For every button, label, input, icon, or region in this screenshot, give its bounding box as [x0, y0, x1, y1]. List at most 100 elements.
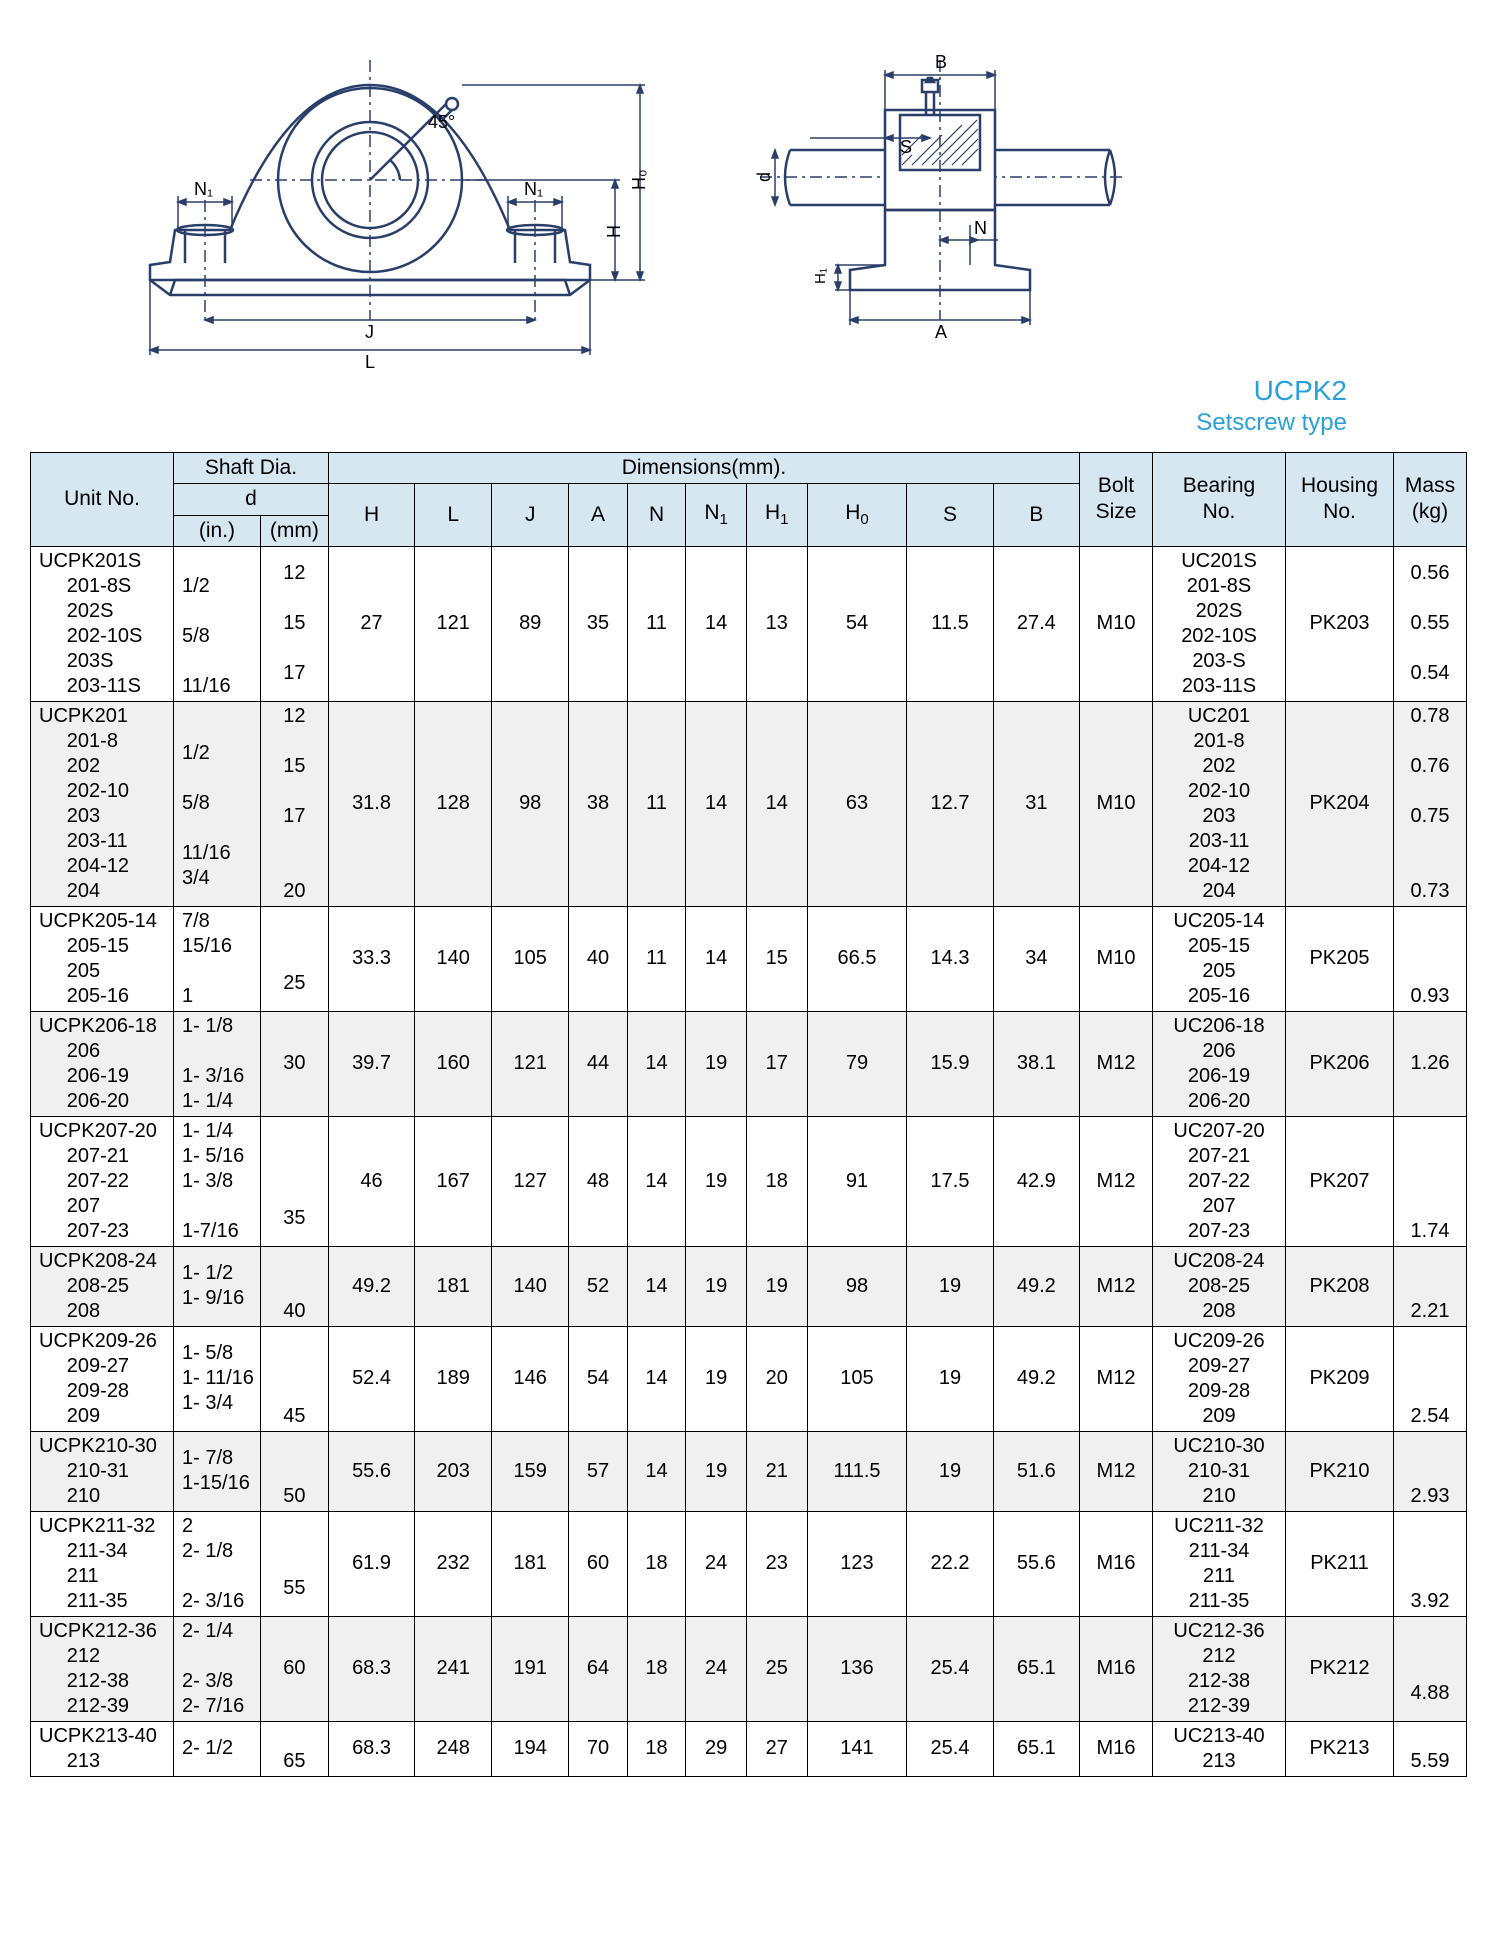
cell: 45 — [260, 1326, 328, 1431]
cell: 68.3 — [328, 1721, 414, 1776]
table-row: UCPK206-18 206 206-19 206-201- 1/8 1- 3/… — [31, 1011, 1467, 1116]
product-type: Setscrew type — [30, 409, 1347, 437]
cell: UCPK208-24 208-25 208 — [31, 1246, 174, 1326]
cell: 14 — [686, 906, 747, 1011]
cell: 14 — [686, 701, 747, 906]
cell: 12.7 — [907, 701, 993, 906]
dim-B: B — [935, 52, 947, 72]
cell: 12 15 17 — [260, 546, 328, 701]
cell: 0.93 — [1394, 906, 1467, 1011]
cell: M16 — [1080, 1721, 1153, 1776]
cell: UCPK209-26 209-27 209-28 209 — [31, 1326, 174, 1431]
cell: 14 — [627, 1116, 686, 1246]
diagram-row: N₁ N₁ 45° H H₀ J L — [30, 30, 1467, 375]
cell: 18 — [627, 1616, 686, 1721]
cell: 14 — [627, 1246, 686, 1326]
cell: 1.26 — [1394, 1011, 1467, 1116]
cell: 65 — [260, 1721, 328, 1776]
cell: PK203 — [1286, 546, 1394, 701]
cell: 19 — [686, 1011, 747, 1116]
hdr-B: B — [993, 484, 1079, 547]
cell: 14 — [627, 1431, 686, 1511]
cell: 52.4 — [328, 1326, 414, 1431]
cell: 1.74 — [1394, 1116, 1467, 1246]
cell: 1- 5/8 1- 11/16 1- 3/4 — [174, 1326, 261, 1431]
front-view-diagram: N₁ N₁ 45° H H₀ J L — [90, 30, 650, 375]
cell: 39.7 — [328, 1011, 414, 1116]
cell: 111.5 — [807, 1431, 907, 1511]
cell: 25.4 — [907, 1721, 993, 1776]
cell: 25.4 — [907, 1616, 993, 1721]
cell: 65.1 — [993, 1721, 1079, 1776]
cell: UC201S 201-8S 202S 202-10S 203-S 203-11S — [1153, 546, 1286, 701]
cell: 33.3 — [328, 906, 414, 1011]
cell: 11 — [627, 701, 686, 906]
cell: 14 — [627, 1011, 686, 1116]
cell: 3.92 — [1394, 1511, 1467, 1616]
dim-H0: H₀ — [629, 170, 649, 190]
spec-table: Unit No. Shaft Dia. Dimensions(mm). Bolt… — [30, 452, 1467, 1777]
hdr-L: L — [415, 484, 492, 547]
cell: 0.78 0.76 0.75 0.73 — [1394, 701, 1467, 906]
cell: 5.59 — [1394, 1721, 1467, 1776]
cell: 14 — [627, 1326, 686, 1431]
cell: M12 — [1080, 1246, 1153, 1326]
cell: 66.5 — [807, 906, 907, 1011]
cell: 55.6 — [328, 1431, 414, 1511]
cell: 167 — [415, 1116, 492, 1246]
cell: UCPK211-32 211-34 211 211-35 — [31, 1511, 174, 1616]
cell: 14 — [746, 701, 807, 906]
cell: 181 — [415, 1246, 492, 1326]
cell: M16 — [1080, 1616, 1153, 1721]
cell: PK210 — [1286, 1431, 1394, 1511]
cell: 49.2 — [993, 1246, 1079, 1326]
cell: 18 — [627, 1511, 686, 1616]
cell: 42.9 — [993, 1116, 1079, 1246]
cell: M12 — [1080, 1431, 1153, 1511]
cell: 140 — [415, 906, 492, 1011]
cell: 2.93 — [1394, 1431, 1467, 1511]
cell: M10 — [1080, 701, 1153, 906]
cell: 23 — [746, 1511, 807, 1616]
cell: UCPK201 201-8 202 202-10 203 203-11 204-… — [31, 701, 174, 906]
cell: 19 — [686, 1431, 747, 1511]
cell: UCPK213-40 213 — [31, 1721, 174, 1776]
cell: M12 — [1080, 1326, 1153, 1431]
cell: UCPK212-36 212 212-38 212-39 — [31, 1616, 174, 1721]
cell: UC212-36 212 212-38 212-39 — [1153, 1616, 1286, 1721]
table-row: UCPK205-14 205-15 205 205-167/8 15/16 1 … — [31, 906, 1467, 1011]
cell: 241 — [415, 1616, 492, 1721]
cell: PK205 — [1286, 906, 1394, 1011]
hdr-J: J — [492, 484, 569, 547]
cell: PK204 — [1286, 701, 1394, 906]
cell: 191 — [492, 1616, 569, 1721]
dim-N: N — [974, 218, 987, 238]
table-row: UCPK210-30 210-31 2101- 7/8 1-15/16 5055… — [31, 1431, 1467, 1511]
table-row: UCPK209-26 209-27 209-28 2091- 5/8 1- 11… — [31, 1326, 1467, 1431]
cell: 2 2- 1/8 2- 3/16 — [174, 1511, 261, 1616]
cell: 1- 1/8 1- 3/16 1- 1/4 — [174, 1011, 261, 1116]
hdr-shaft-dia: Shaft Dia. — [174, 453, 329, 484]
cell: 159 — [492, 1431, 569, 1511]
cell: 60 — [569, 1511, 628, 1616]
hdr-N1: N1 — [686, 484, 747, 547]
hdr-A: A — [569, 484, 628, 547]
cell: 49.2 — [993, 1326, 1079, 1431]
cell: 19 — [907, 1431, 993, 1511]
cell: 1- 1/4 1- 5/16 1- 3/8 1-7/16 — [174, 1116, 261, 1246]
cell: 61.9 — [328, 1511, 414, 1616]
cell: 40 — [260, 1246, 328, 1326]
cell: PK211 — [1286, 1511, 1394, 1616]
cell: 1- 1/2 1- 9/16 — [174, 1246, 261, 1326]
cell: UCPK207-20 207-21 207-22 207 207-23 — [31, 1116, 174, 1246]
cell: 181 — [492, 1511, 569, 1616]
cell: 52 — [569, 1246, 628, 1326]
cell: 19 — [907, 1246, 993, 1326]
cell: 63 — [807, 701, 907, 906]
cell: 0.56 0.55 0.54 — [1394, 546, 1467, 701]
cell: 14 — [686, 546, 747, 701]
product-label: UCPK2 Setscrew type — [30, 375, 1347, 437]
cell: 38.1 — [993, 1011, 1079, 1116]
cell: 1- 7/8 1-15/16 — [174, 1431, 261, 1511]
cell: 160 — [415, 1011, 492, 1116]
